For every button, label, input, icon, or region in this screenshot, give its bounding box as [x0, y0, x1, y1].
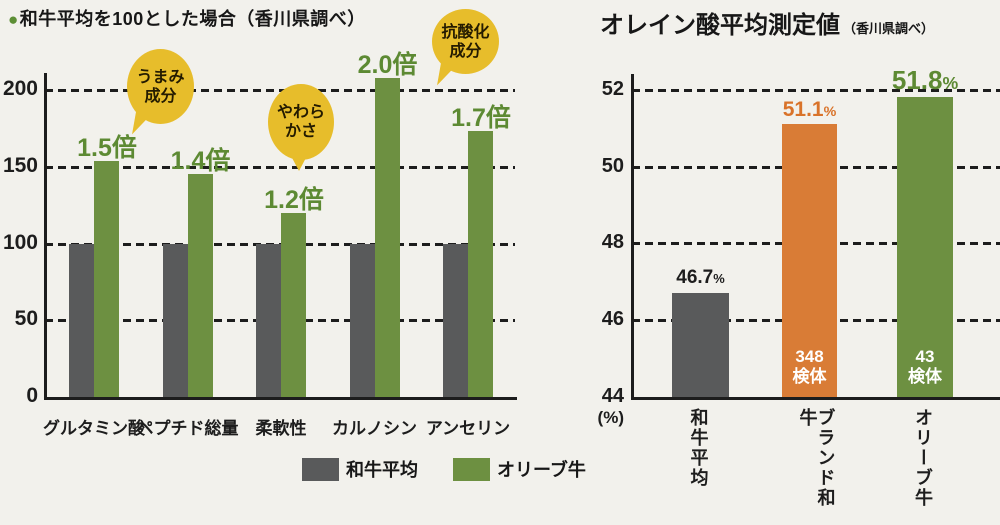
sample-count-line: 検体: [792, 367, 827, 386]
percent-sign: %: [823, 104, 837, 120]
sample-count-label: 348 検体: [782, 347, 837, 387]
bar-olive-beef: [468, 131, 493, 397]
bar-olive-beef: [187, 174, 213, 397]
gridline: [632, 89, 1000, 92]
ytick-label: 44: [601, 385, 624, 407]
bar-wagyu-average: [672, 293, 729, 397]
category-label: 柔軟性: [255, 419, 307, 438]
ytick-label: 0: [26, 384, 38, 407]
ytick-label: 46: [601, 308, 624, 330]
bubble-line: 成分: [449, 42, 482, 60]
legend-swatch-wagyu-average: [302, 457, 339, 481]
ytick-label: 200: [2, 77, 38, 100]
right-chart-title-note: （香川県調べ）: [843, 21, 935, 36]
ratio-label: 1.4倍: [170, 147, 231, 175]
legend: 和牛平均 オリーブ牛: [302, 456, 586, 482]
bar-olive-beef: [897, 97, 953, 397]
ytick-label: 100: [2, 231, 38, 254]
bar-wagyu-average: [162, 244, 188, 397]
left-chart-title: ●和牛平均を100とした場合（香川県調べ）: [8, 5, 366, 31]
ytick-label: 150: [2, 154, 38, 177]
bar-olive-beef: [94, 161, 119, 397]
value-label: 51.8%: [865, 65, 985, 96]
ratio-label: 1.5倍: [77, 134, 137, 162]
vertical-category-label: オリーブ牛: [913, 408, 933, 508]
bubble-line: 抗酸化: [441, 23, 490, 41]
percent-sign: %: [942, 73, 959, 93]
bubble-line: うまみ: [136, 68, 185, 86]
bar-wagyu-average: [69, 244, 94, 397]
vertical-category-label: 和牛平均: [688, 408, 709, 488]
ratio-label: 2.0倍: [357, 51, 418, 79]
ytick-label: 48: [601, 231, 624, 253]
bar-brand-wagyu: [782, 124, 837, 397]
gridline: [45, 89, 515, 92]
ytick-label: 52: [601, 78, 624, 100]
ytick-label: 50: [601, 155, 624, 177]
bubble-line: やわら: [276, 104, 325, 121]
speech-bubble: やわら かさ: [268, 84, 334, 160]
value-number: 51.1: [782, 98, 824, 121]
legend-label-olive-beef: オリーブ牛: [497, 460, 586, 480]
bubble-line: 成分: [144, 87, 177, 105]
value-number: 51.8: [891, 65, 943, 95]
category-label: グルタミン酸: [43, 419, 145, 438]
bar-wagyu-average: [256, 244, 281, 397]
bullet-icon: ●: [8, 10, 19, 29]
right-chart-title: オレイン酸平均測定値 （香川県調べ）: [600, 5, 934, 40]
left-chart-y-axis: [44, 73, 47, 400]
category-label: カルノシン: [332, 419, 417, 438]
category-label: ペプチド総量: [136, 419, 239, 438]
bar-olive-beef: [281, 213, 306, 397]
value-number: 46.7: [676, 267, 714, 288]
value-label: 46.7%: [641, 267, 761, 289]
speech-bubble: 抗酸化 成分: [432, 9, 499, 74]
sample-count-line: 43: [915, 347, 935, 366]
bar-wagyu-average: [349, 244, 375, 397]
right-chart-y-axis: [631, 74, 634, 400]
value-label: 51.1%: [750, 98, 870, 122]
ytick-label: 50: [14, 307, 38, 330]
bar-olive-beef: [374, 78, 400, 397]
sample-count-line: 検体: [908, 367, 942, 386]
percent-sign: %: [713, 271, 725, 286]
vertical-category-label: ブランド和牛: [797, 408, 836, 508]
sample-count-line: 348: [795, 347, 824, 366]
ratio-label: 1.7倍: [451, 104, 511, 132]
left-chart-x-axis: [44, 397, 517, 400]
right-chart-title-text: オレイン酸平均測定値: [600, 12, 840, 39]
sample-count-label: 43 検体: [897, 347, 953, 387]
left-chart-title-text: 和牛平均を100とした場合（香川県調べ）: [19, 9, 366, 29]
right-chart-x-axis: [631, 397, 1000, 400]
gridline: [45, 166, 515, 169]
bar-wagyu-average: [443, 244, 468, 397]
legend-label-wagyu-average: 和牛平均: [346, 460, 418, 480]
legend-swatch-olive-beef: [453, 457, 490, 481]
unit-label: (%): [597, 408, 624, 427]
bubble-line: かさ: [284, 123, 317, 140]
ratio-label: 1.2倍: [264, 186, 324, 214]
speech-bubble: うまみ 成分: [127, 49, 194, 124]
category-label: アンセリン: [425, 419, 511, 438]
